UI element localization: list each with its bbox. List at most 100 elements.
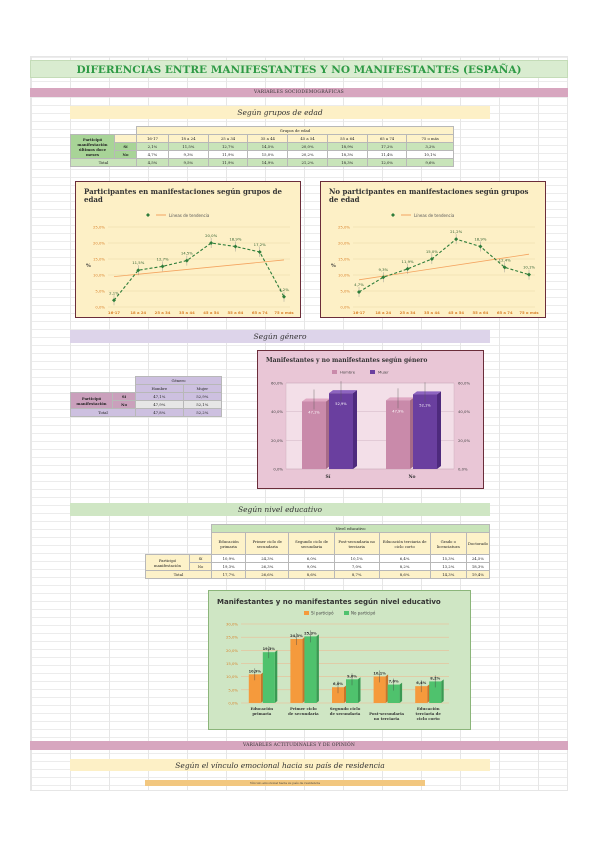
y-tick-label: 15,0% [226, 661, 238, 666]
data-label: 19,3% [263, 647, 276, 651]
legend-swatch [370, 370, 375, 374]
data-label: 47,1% [308, 410, 320, 414]
x-tick-label: no terciaria [374, 716, 400, 721]
cell: 11,4% [366, 150, 408, 159]
x-tick-label: 18 a 24 [130, 310, 146, 315]
data-point [405, 266, 410, 271]
cell: 4,7% [136, 150, 169, 159]
age-col: 25 a 34 [207, 134, 249, 143]
educ-col: Grado o licenciatura [429, 532, 467, 555]
data-point [112, 298, 116, 303]
data-label: 24,3% [290, 634, 303, 638]
data-label: 18,9% [229, 237, 241, 242]
bar-side [441, 679, 444, 703]
bar-side [302, 637, 305, 703]
data-point [429, 257, 434, 261]
cell: 47,8% [134, 408, 184, 417]
data-label: 12,7% [157, 256, 169, 261]
data-label: 12,4% [499, 257, 511, 262]
legend-label: No participó [351, 611, 376, 616]
cell: 52,1% [182, 400, 223, 409]
data-label: 18,9% [474, 237, 486, 242]
data-label: 6,4% [416, 681, 426, 685]
data-point [209, 241, 214, 245]
cell: 10,1% [333, 554, 380, 563]
row-label: No [112, 400, 136, 409]
cell: 47,1% [134, 392, 184, 401]
cell: 24,5% [465, 554, 491, 563]
gender-table: Género Hombre Mujer Participó manifestac… [70, 376, 223, 417]
cell: 18,9% [326, 142, 368, 151]
row-label: Sí [114, 142, 137, 151]
y-tick-label: 0,0% [340, 305, 350, 310]
y-tick-label: 20,0% [93, 241, 105, 246]
chart-age-nonparticipants: No participantes en manifestaciones segú… [320, 181, 546, 318]
cell: 18,3% [465, 562, 491, 571]
bar-side [274, 650, 278, 703]
cell: 8,6% [288, 570, 335, 579]
legend-swatch [344, 611, 349, 615]
educ-col: Primer ciclo de secundaria [245, 532, 290, 555]
cell: 19,3% [210, 562, 247, 571]
data-label: 15,0% [426, 249, 438, 254]
series-line [358, 238, 530, 293]
row-label: Total [70, 158, 137, 167]
data-label: 20,0% [205, 233, 217, 238]
cell: 14,9% [247, 158, 289, 167]
age-col: 45 a 54 [287, 134, 328, 143]
y-tick-label: 20,0% [338, 241, 350, 246]
x-tick-label: Educación [417, 706, 440, 711]
y-tick-label: 20,0% [226, 648, 238, 653]
y-axis-label: % [331, 263, 336, 269]
cell: 12,7% [207, 142, 249, 151]
bar [415, 686, 428, 703]
data-point [357, 289, 361, 294]
x-tick-label: 55 a 64 [473, 310, 489, 315]
bar [386, 400, 410, 469]
x-tick-label: 45 a 54 [203, 310, 219, 315]
bar [332, 687, 344, 703]
section-gender: Según género [70, 330, 490, 343]
cell: 14,3% [429, 570, 467, 579]
bar [262, 652, 275, 703]
chart-education: Manifestantes y no manifestantes según n… [208, 590, 471, 730]
age-row-no: No 4,7% 9,3% 11,9% 15,0% 20,2% 18,3% 11,… [71, 150, 454, 159]
series-line [113, 242, 285, 301]
data-label: 9,3% [378, 267, 388, 272]
y-tick-label: 25,0% [93, 225, 105, 230]
line-chart-svg: Líneas de tendencia 0,0% 5,0% 10,0% 15,0% 20,… [331, 213, 539, 315]
data-label: 11,9% [402, 259, 414, 264]
chart-title: Manifestantes y no manifestantes según n… [217, 598, 441, 606]
y-tick-label: 10,0% [226, 674, 238, 679]
bar-top [302, 398, 330, 402]
y-tick-label: 0,0% [273, 467, 283, 472]
trend-line [113, 259, 285, 277]
x-tick-label: 18 a 24 [375, 310, 391, 315]
bar-side [399, 682, 403, 703]
cell: 17,2% [366, 142, 408, 151]
legend-marker [146, 213, 150, 217]
cell: 52,2% [182, 408, 223, 417]
bar-top [413, 391, 441, 395]
cell: 20,0% [287, 142, 328, 151]
cell: 6,0% [288, 554, 335, 563]
y-tick-label: 60,0% [271, 381, 283, 386]
cell: 20,2% [287, 150, 328, 159]
y-tick-label: 0,0% [95, 305, 105, 310]
cell: 24,3% [245, 554, 290, 563]
x-tick-label: 25 a 34 [155, 310, 171, 315]
cell: 26,3% [245, 562, 290, 571]
cell: 52,9% [182, 392, 223, 401]
data-label: 47,9% [392, 409, 404, 413]
x-tick-label: 35 a 44 [179, 310, 195, 315]
chart-gender: Manifestantes y no manifestantes según g… [257, 350, 484, 489]
data-point [478, 244, 483, 249]
chart-title: Participantes en manifestaciones según g… [84, 187, 282, 204]
bar [429, 681, 442, 703]
cell: 17,7% [210, 570, 247, 579]
cell: 15,0% [247, 150, 289, 159]
age-row-total: Total 4,5% 9,5% 11,9% 14,9% 21,2% 18,3% … [70, 158, 454, 167]
cell: 11,9% [207, 150, 249, 159]
bar [387, 684, 400, 703]
x-tick-label: 25 a 34 [400, 310, 416, 315]
